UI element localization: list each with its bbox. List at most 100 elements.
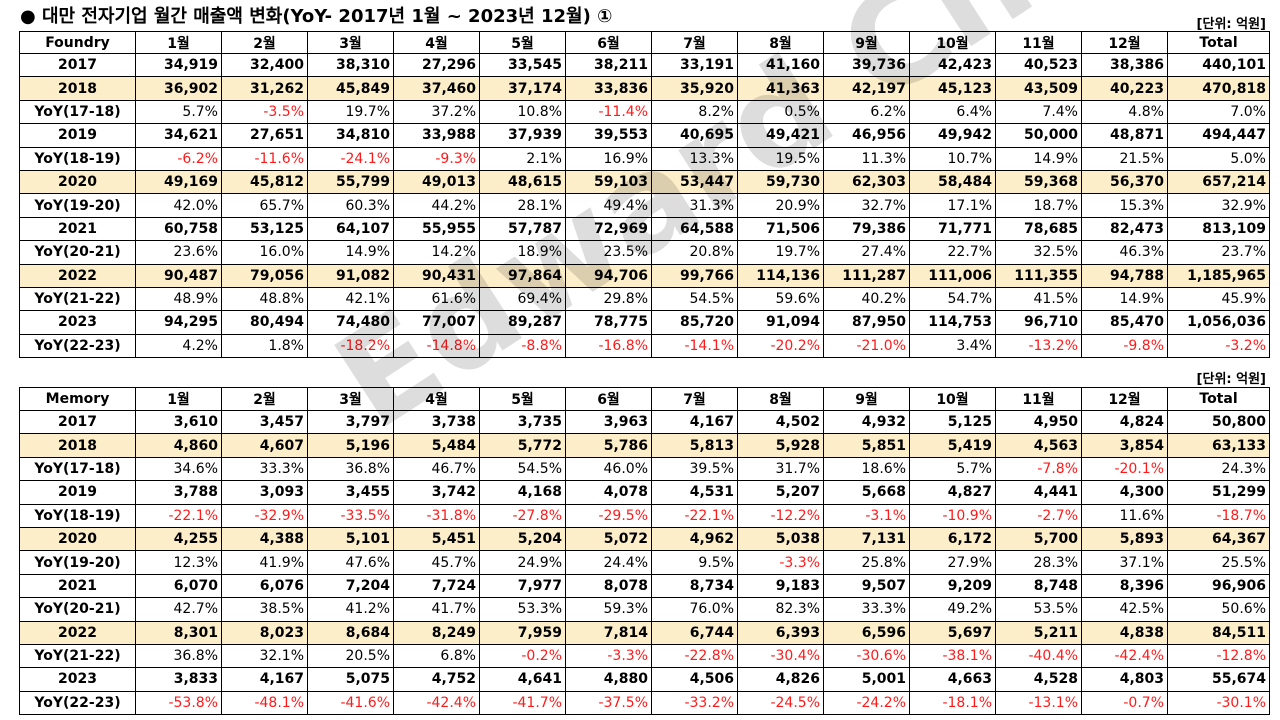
value-cell: -9.3%	[393, 146, 480, 171]
value-cell: 5,207	[737, 480, 824, 505]
value-cell: 5,125	[909, 409, 996, 435]
table-row: 2021 60,758 53,125 64,107 55,955 57,787 72,969…	[19, 216, 1270, 242]
value-cell: 6,393	[737, 620, 824, 645]
value-cell: 38,386	[1081, 52, 1168, 78]
row-label: YoY(22-23)	[19, 333, 136, 359]
value-cell: 96,906	[1167, 573, 1270, 599]
value-cell: 4,167	[651, 409, 738, 435]
table-row: 2022 90,487 79,056 91,082 90,431 97,864 94,706…	[19, 263, 1270, 288]
value-cell: 5,851	[823, 433, 910, 458]
table-row: YoY(18-19) -6.2% -11.6% -24.1% -9.3% 2.1% 16.9…	[19, 146, 1270, 171]
value-cell: 5.7%	[135, 99, 222, 125]
value-cell: 33,191	[651, 52, 738, 78]
row-label: 2018	[19, 433, 136, 458]
value-cell: 41.9%	[221, 550, 308, 575]
value-cell: -24.5%	[737, 690, 824, 716]
value-cell: 3,457	[221, 409, 308, 435]
table-row: 2020 4,255 4,388 5,101 5,451 5,204 5,072 4,962 5…	[19, 526, 1270, 552]
value-cell: 4,168	[479, 480, 566, 505]
value-cell: 54.5%	[479, 456, 566, 482]
value-cell: 2.1%	[479, 146, 566, 171]
value-cell: 8,249	[393, 620, 480, 645]
value-cell: 494,447	[1167, 123, 1270, 148]
value-cell: 46,956	[823, 123, 910, 148]
value-cell: 24.3%	[1167, 456, 1270, 482]
value-cell: 46.0%	[565, 456, 652, 482]
value-cell: 50,000	[995, 123, 1082, 148]
value-cell: -3.2%	[1167, 333, 1270, 359]
value-cell: 15.3%	[1081, 193, 1168, 218]
value-cell: 61.6%	[393, 286, 480, 312]
value-cell: -37.5%	[565, 690, 652, 716]
value-cell: 440,101	[1167, 52, 1270, 78]
value-cell: 79,056	[221, 263, 308, 288]
value-cell: 3,610	[135, 409, 222, 435]
value-cell: 14.9%	[307, 240, 394, 265]
month-header: 9월	[823, 31, 910, 54]
value-cell: 49,169	[135, 169, 222, 195]
table-row: 2018 4,860 4,607 5,196 5,484 5,772 5,786 5,813 5…	[19, 433, 1270, 458]
value-cell: 3,738	[393, 409, 480, 435]
value-cell: 0.5%	[737, 99, 824, 125]
foundry-table: Foundry 1월 2월 3월 4월 5월 6월 7월 8월 9월 10월 11월 12월 Total …	[19, 31, 1270, 359]
value-cell: 114,753	[909, 310, 996, 335]
month-header: 9월	[823, 387, 910, 411]
value-cell: 5,668	[823, 480, 910, 505]
value-cell: 1,056,036	[1167, 310, 1270, 335]
value-cell: 33,545	[479, 52, 566, 78]
value-cell: -33.5%	[307, 503, 394, 528]
value-cell: 14.9%	[995, 146, 1082, 171]
value-cell: 42.1%	[307, 286, 394, 312]
value-cell: 14.9%	[1081, 286, 1168, 312]
value-cell: 76.0%	[651, 597, 738, 622]
value-cell: 74,480	[307, 310, 394, 335]
value-cell: 84,511	[1167, 620, 1270, 645]
table-name-header: Memory	[19, 387, 136, 411]
value-cell: 24.4%	[565, 550, 652, 575]
value-cell: 4,962	[651, 526, 738, 552]
value-cell: 53,447	[651, 169, 738, 195]
value-cell: 5,038	[737, 526, 824, 552]
value-cell: 54.7%	[909, 286, 996, 312]
table-row: 2018 36,902 31,262 45,849 37,460 37,174 33,836…	[19, 76, 1270, 101]
row-label: 2023	[19, 310, 136, 335]
value-cell: 41.5%	[995, 286, 1082, 312]
month-header: 11월	[995, 387, 1082, 411]
value-cell: 3,833	[135, 667, 222, 692]
value-cell: 5,928	[737, 433, 824, 458]
value-cell: 5.7%	[909, 456, 996, 482]
value-cell: 18.7%	[995, 193, 1082, 218]
value-cell: -10.9%	[909, 503, 996, 528]
value-cell: 49.2%	[909, 597, 996, 622]
row-label: YoY(21-22)	[19, 643, 136, 669]
value-cell: 3.4%	[909, 333, 996, 359]
value-cell: -18.1%	[909, 690, 996, 716]
value-cell: 33,836	[565, 76, 652, 101]
value-cell: 4,803	[1081, 667, 1168, 692]
value-cell: 72,969	[565, 216, 652, 242]
value-cell: 23.5%	[565, 240, 652, 265]
value-cell: -3.1%	[823, 503, 910, 528]
table-row: YoY(18-19) -22.1% -32.9% -33.5% -31.8% -27.8%…	[19, 503, 1270, 528]
month-header: 7월	[651, 387, 738, 411]
row-label: 2022	[19, 620, 136, 645]
value-cell: 111,006	[909, 263, 996, 288]
value-cell: -20.2%	[737, 333, 824, 359]
value-cell: 59,730	[737, 169, 824, 195]
value-cell: 94,706	[565, 263, 652, 288]
value-cell: 64,588	[651, 216, 738, 242]
value-cell: 9,209	[909, 573, 996, 599]
value-cell: -33.2%	[651, 690, 738, 716]
value-cell: 4,827	[909, 480, 996, 505]
value-cell: 4,531	[651, 480, 738, 505]
value-cell: 5,101	[307, 526, 394, 552]
value-cell: 6,076	[221, 573, 308, 599]
value-cell: -30.1%	[1167, 690, 1270, 716]
value-cell: 16.0%	[221, 240, 308, 265]
value-cell: 37.1%	[1081, 550, 1168, 575]
value-cell: 3,963	[565, 409, 652, 435]
value-cell: 39.5%	[651, 456, 738, 482]
value-cell: 6.8%	[393, 643, 480, 669]
value-cell: 5,772	[479, 433, 566, 458]
value-cell: -22.1%	[135, 503, 222, 528]
